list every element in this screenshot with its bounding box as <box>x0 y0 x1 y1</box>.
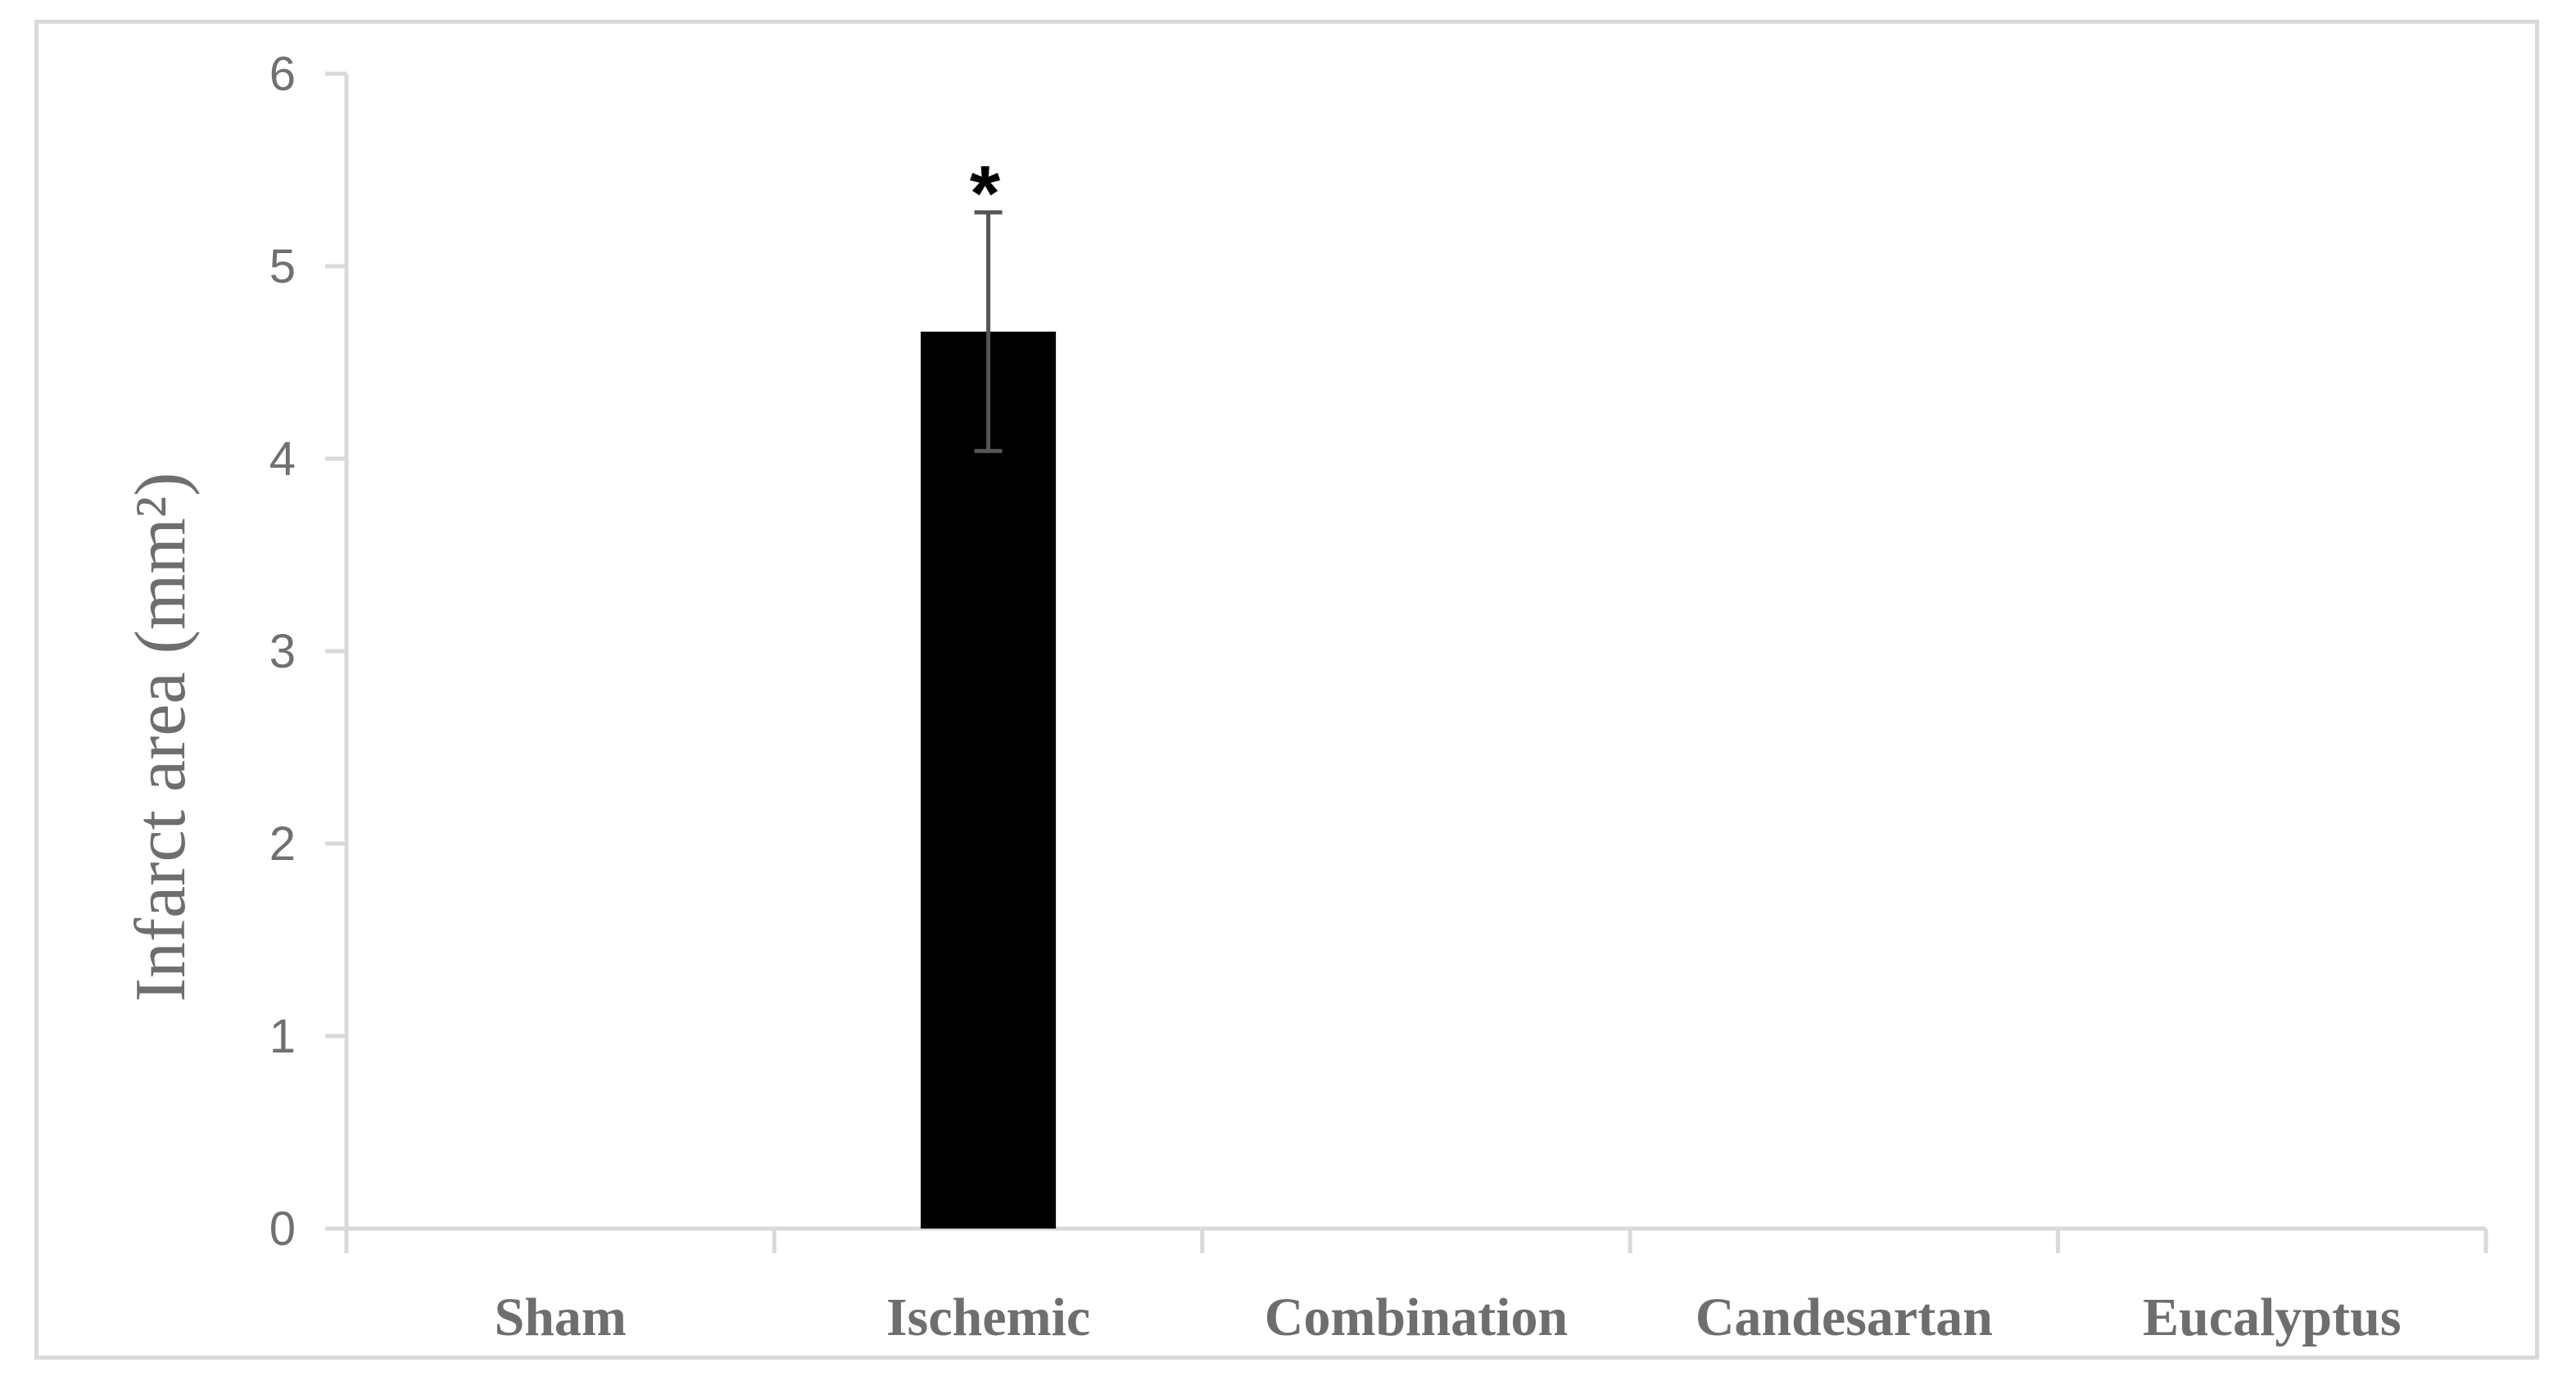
y-tick-label: 1 <box>269 1010 296 1063</box>
bars: * <box>921 150 1057 1229</box>
x-axis: Sham Ischemic Combination Candesartan Eucaly… <box>344 1226 2488 1347</box>
x-tick-label: Candesartan <box>1695 1288 1993 1347</box>
chart-frame <box>34 20 2539 1360</box>
y-tick-label: 5 <box>269 240 296 293</box>
y-tick-label: 2 <box>269 817 296 871</box>
significance-marker: * <box>970 150 1001 238</box>
x-tick-label: Eucalyptus <box>2143 1288 2401 1347</box>
y-axis-title: Infarct area (mm²) <box>121 473 201 1003</box>
error-bar <box>974 210 1003 454</box>
y-tick-label: 3 <box>269 625 296 678</box>
y-axis: 0 1 2 3 4 5 6 <box>269 48 349 1256</box>
x-tick-label: Ischemic <box>886 1288 1090 1347</box>
y-tick-label: 6 <box>269 48 296 101</box>
x-tick-label: Sham <box>495 1288 627 1347</box>
bar-ischemic <box>921 331 1057 1229</box>
y-tick-label: 4 <box>269 432 296 486</box>
x-tick-label: Combination <box>1265 1288 1568 1347</box>
y-tick-label: 0 <box>269 1202 296 1256</box>
